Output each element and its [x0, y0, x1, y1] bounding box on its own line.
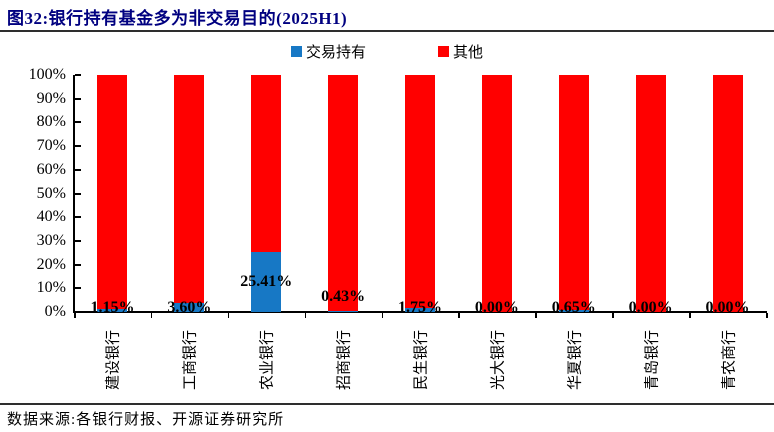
category-label: 招商银行: [336, 329, 353, 391]
legend-swatch-other: [438, 45, 449, 57]
data-label: 0.65%: [551, 299, 596, 316]
bar-segment-other: [328, 75, 359, 311]
bar-segment-other: [251, 75, 282, 252]
x-tick: [766, 313, 768, 318]
x-tick: [612, 313, 614, 318]
bar-segment-trading: [174, 303, 205, 312]
x-tick: [535, 313, 537, 318]
chart-title: 图32:银行持有基金多为非交易目的(2025H1): [7, 9, 348, 28]
category-label: 光大银行: [490, 329, 507, 391]
bar-segment-trading: [97, 309, 128, 312]
data-label: 0.00%: [705, 299, 750, 316]
bar-segment-other: [174, 75, 205, 304]
category-label: 青岛银行: [644, 329, 661, 391]
bar-segment-other: [481, 75, 512, 312]
y-tick-label: 60%: [36, 160, 66, 178]
y-axis: [73, 75, 75, 313]
y-tick: [75, 168, 81, 171]
y-tick-label: 10%: [36, 279, 66, 297]
y-tick: [75, 121, 81, 124]
category-label: 工商银行: [182, 329, 199, 391]
data-label: 1.15%: [90, 299, 135, 316]
category-label: 青农商行: [721, 329, 738, 391]
data-label: 1.75%: [398, 299, 442, 316]
y-tick-label: 70%: [36, 137, 66, 155]
bar-segment-other: [97, 75, 128, 310]
legend-swatch-trading: [290, 45, 302, 57]
x-tick: [74, 313, 76, 318]
bar-segment-trading: [558, 310, 589, 312]
x-axis: [73, 311, 767, 313]
bar-segment-other: [405, 75, 435, 308]
chart-legend: 交易持有 其他: [0, 41, 774, 62]
category-label: 华夏银行: [567, 329, 584, 391]
data-label: 0.00%: [474, 299, 519, 316]
y-tick: [75, 192, 81, 195]
footer-divider: [0, 403, 774, 405]
bar-segment-other: [712, 75, 743, 312]
y-tick-label: 50%: [36, 184, 66, 202]
data-label: 25.41%: [240, 272, 293, 290]
y-tick-label: 20%: [36, 255, 66, 273]
x-tick: [150, 313, 153, 318]
category-label: 民生银行: [413, 329, 430, 391]
bar-segment-other: [558, 75, 589, 311]
x-tick: [381, 313, 384, 318]
legend-item-trading: 交易持有: [290, 41, 366, 62]
stacked-bar-chart: 0% 10% 20% 30% 40% 50% 60% 70% 80% 90% 100% 1.15% 建设…: [28, 66, 768, 391]
data-label: 0.43%: [321, 288, 366, 305]
y-tick: [75, 239, 81, 242]
bar-segment-other: [635, 75, 666, 312]
x-tick: [689, 313, 691, 318]
category-label: 农业银行: [259, 329, 276, 391]
bar-segment-trading: [405, 307, 435, 312]
y-tick-label: 100%: [28, 66, 66, 83]
y-tick: [75, 216, 81, 219]
category-label: 建设银行: [105, 329, 122, 391]
y-tick-label: 30%: [36, 231, 66, 249]
y-tick: [75, 97, 81, 100]
bar-segment-trading: [328, 310, 359, 312]
y-tick-label: 40%: [36, 208, 66, 226]
y-tick-label: 80%: [36, 113, 66, 131]
legend-item-other: 其他: [438, 41, 483, 62]
x-tick: [458, 313, 460, 318]
title-divider: [0, 30, 774, 32]
y-tick: [75, 145, 81, 148]
data-label: 0.00%: [628, 299, 673, 316]
x-tick: [227, 313, 230, 318]
legend-label-trading: 交易持有: [305, 44, 366, 61]
bar-segment-trading: [251, 251, 282, 312]
data-label: 3.60%: [167, 299, 212, 316]
y-tick: [75, 263, 81, 266]
y-tick-label: 90%: [36, 89, 66, 107]
y-tick: [75, 74, 81, 76]
y-tick: [75, 287, 81, 290]
y-tick-label: 0%: [44, 303, 66, 320]
data-source: 数据来源:各银行财报、开源证券研究所: [7, 412, 285, 428]
x-tick: [304, 313, 307, 318]
legend-label-other: 其他: [453, 44, 484, 61]
